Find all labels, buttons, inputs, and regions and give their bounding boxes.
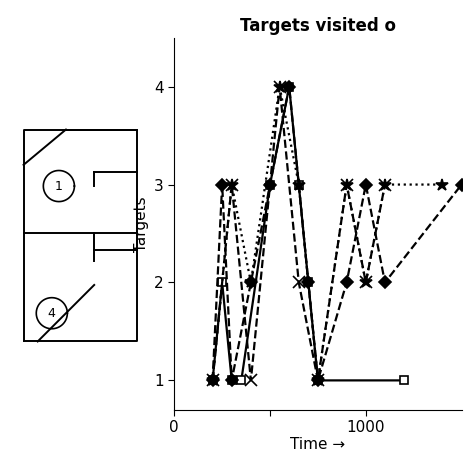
Text: 1: 1 <box>55 179 63 193</box>
X-axis label: Time →: Time → <box>290 437 346 452</box>
Y-axis label: Targets: Targets <box>134 196 148 252</box>
Title: Targets visited o: Targets visited o <box>240 17 396 35</box>
Text: 4: 4 <box>48 307 56 320</box>
